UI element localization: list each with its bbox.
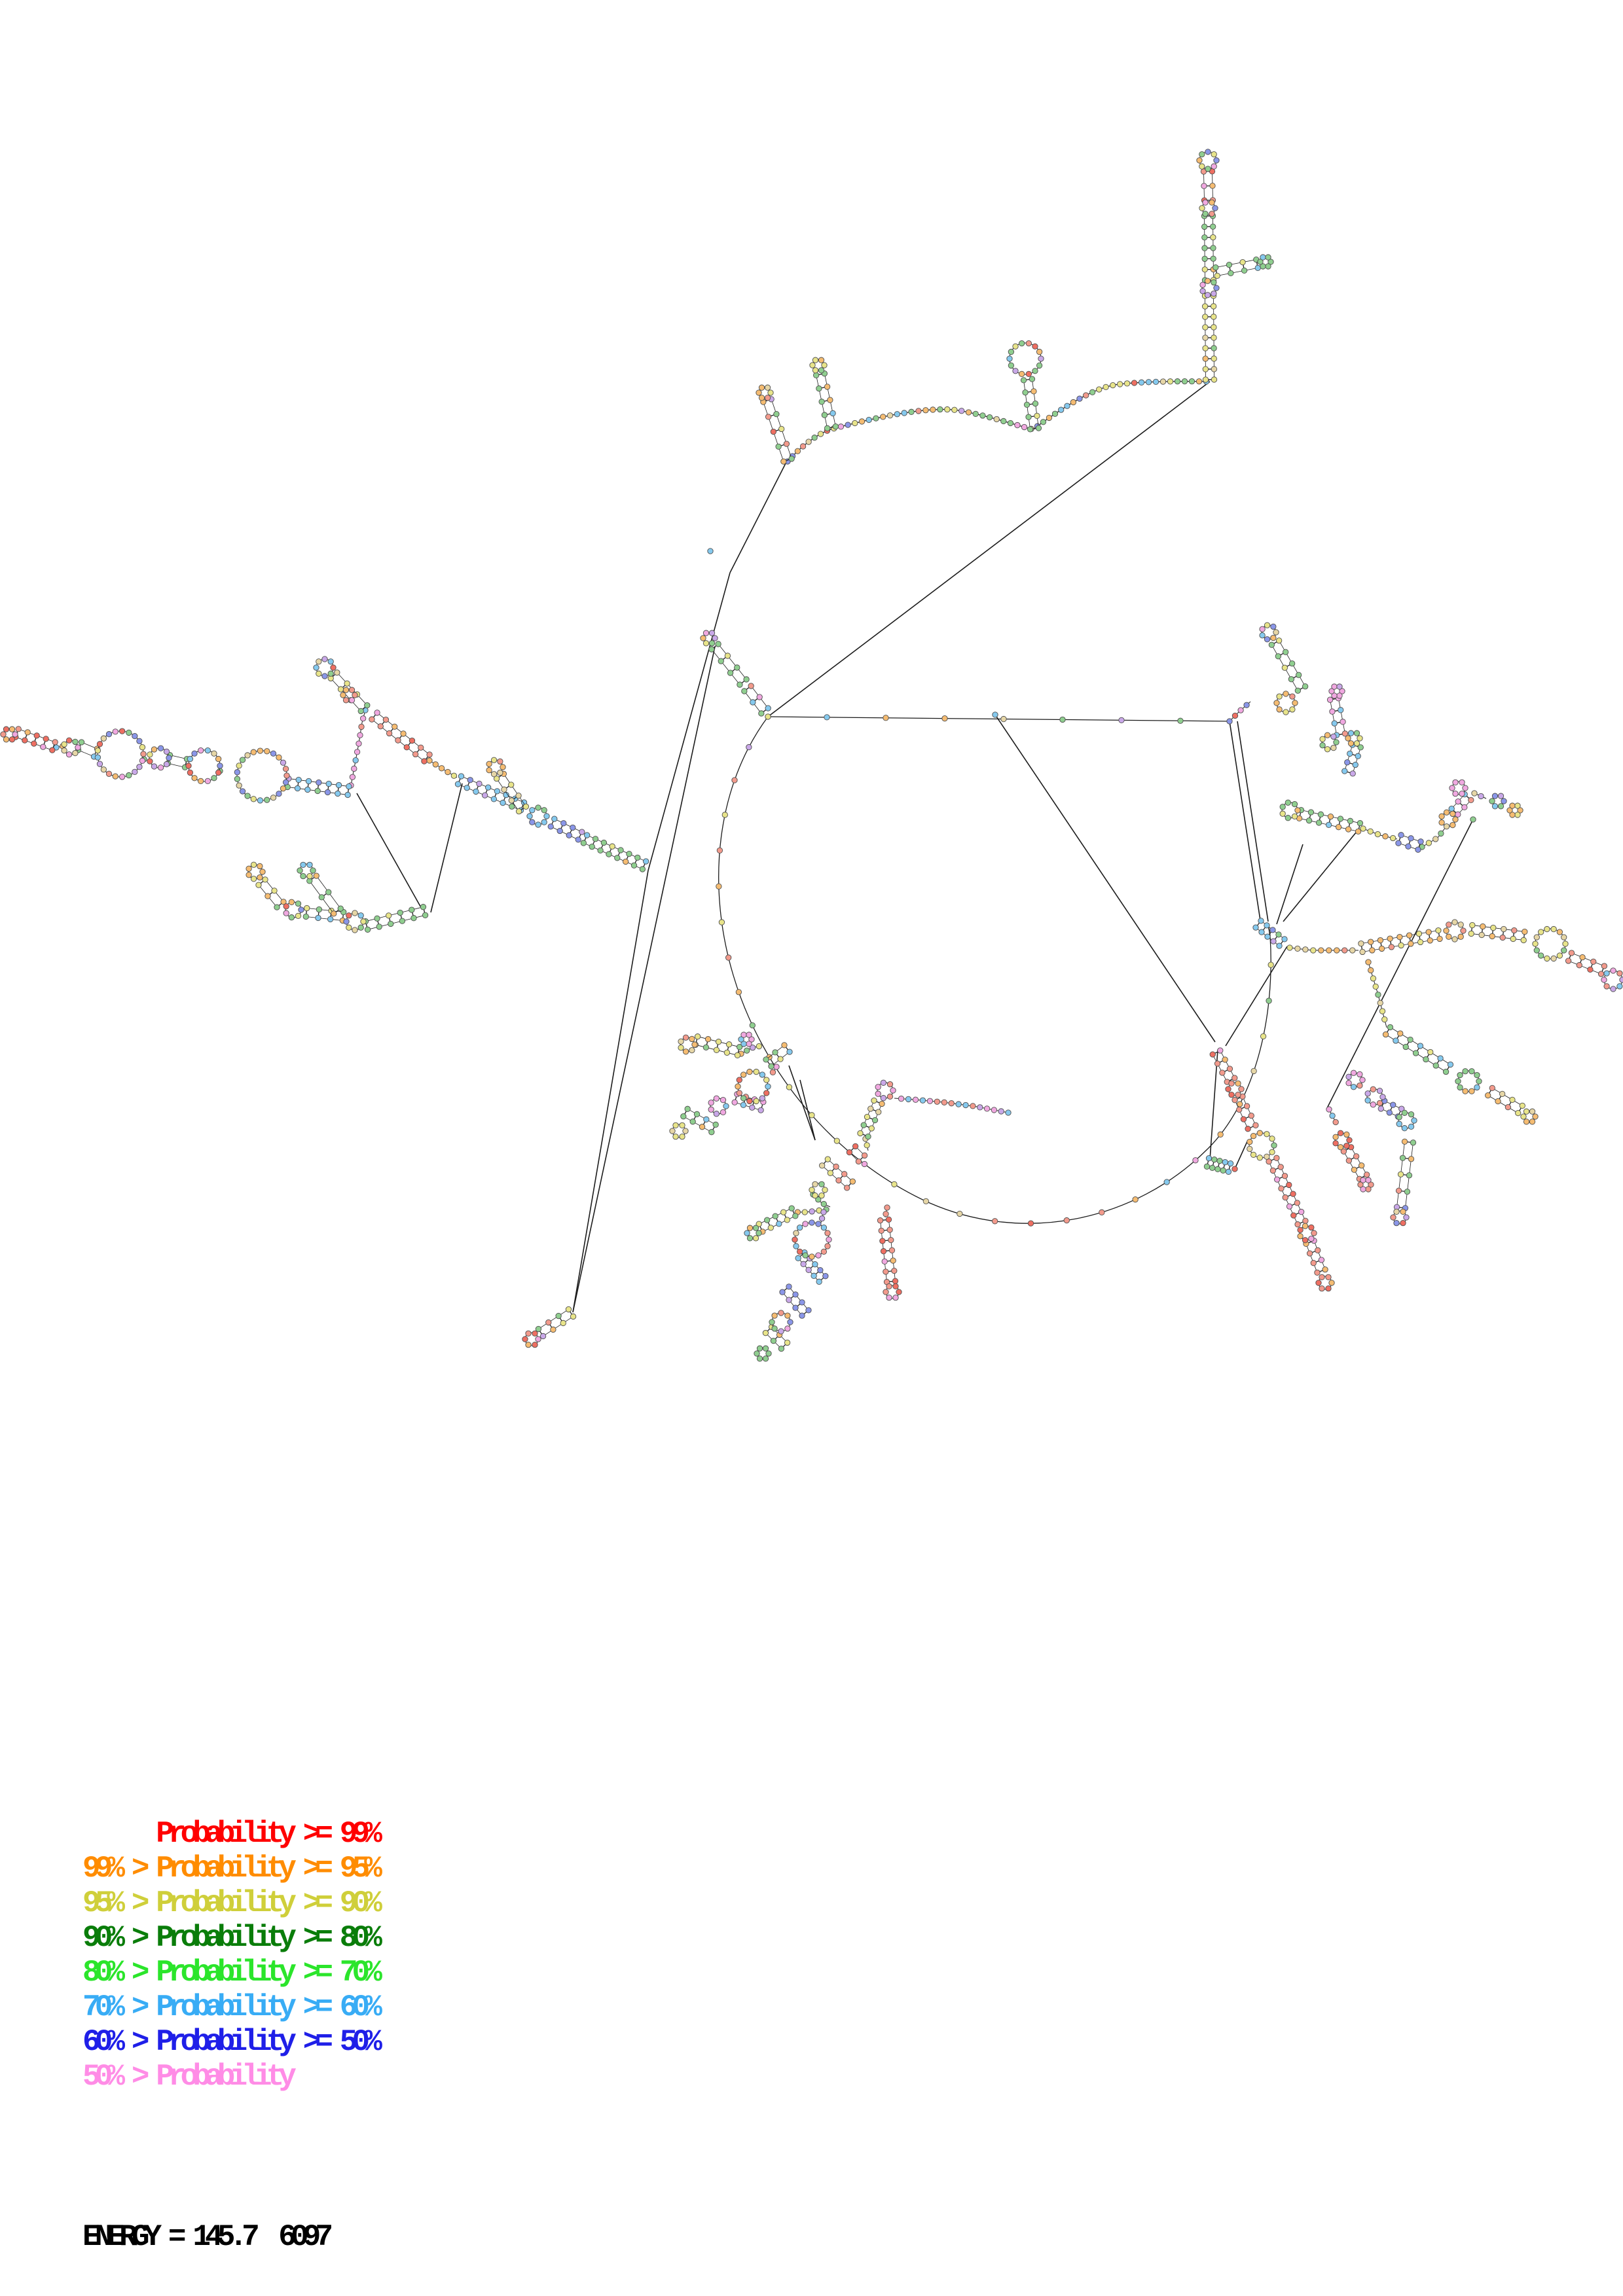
legend-entry: 80% > Probability >= 70% bbox=[82, 1956, 382, 1990]
legend-entry: 90% > Probability >= 80% bbox=[82, 1921, 382, 1955]
legend-entry: 70% > Probability >= 60% bbox=[82, 1990, 382, 2024]
legend-entry: 60% > Probability >= 50% bbox=[82, 2025, 382, 2059]
legend-entry: Probability >= 99% bbox=[82, 1817, 382, 1851]
legend-entry: 99% > Probability >= 95% bbox=[82, 1852, 382, 1886]
legend-entry: 50% > Probability bbox=[82, 2060, 297, 2094]
legend-entry: 95% > Probability >= 90% bbox=[82, 1886, 382, 1920]
probability-legend: Probability >= 99% 99% > Probability >= … bbox=[82, 1817, 382, 2094]
energy-readout: ENERGY = 145.7 6097 bbox=[82, 2220, 333, 2254]
